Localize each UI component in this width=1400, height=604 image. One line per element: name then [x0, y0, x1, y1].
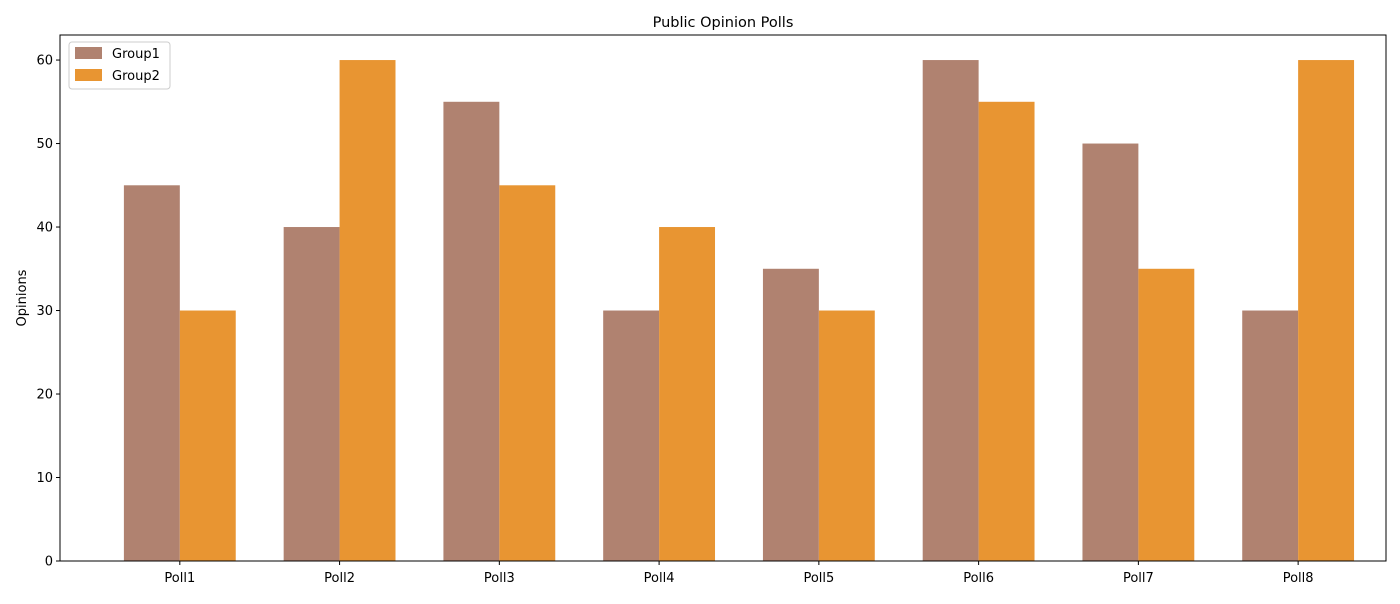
chart-title: Public Opinion Polls — [653, 15, 794, 31]
legend-swatch-group2 — [75, 69, 102, 81]
y-tick-label: 10 — [36, 471, 53, 486]
x-tick-label: Poll1 — [164, 571, 195, 586]
x-axis-ticks: Poll1 Poll2 Poll3 Poll4 Poll5 Poll6 Poll7 Poll8 — [164, 561, 1314, 586]
bar-group1-poll2 — [283, 227, 340, 561]
y-tick-label: 30 — [36, 304, 53, 319]
x-tick-label: Poll7 — [1123, 571, 1154, 586]
bar-group1-poll5 — [762, 268, 819, 561]
legend-label-group1: Group1 — [112, 47, 160, 62]
legend: Group1 Group2 — [68, 41, 171, 90]
bar-group2-poll6 — [978, 101, 1035, 561]
x-tick-label: Poll6 — [963, 571, 994, 586]
bar-group1-poll6 — [922, 60, 979, 562]
x-tick-label: Poll8 — [1283, 571, 1314, 586]
y-tick-label: 40 — [36, 221, 53, 236]
y-axis-ticks: 0 10 20 30 40 50 60 — [36, 54, 60, 570]
y-tick-label: 60 — [36, 54, 53, 69]
bar-group1-poll3 — [443, 101, 500, 561]
y-tick-label: 50 — [36, 137, 53, 152]
bar-group1-poll8 — [1242, 310, 1299, 561]
legend-swatch-group1 — [75, 47, 102, 59]
y-tick-label: 20 — [36, 388, 53, 403]
bar-group2-poll1 — [179, 310, 236, 561]
bar-group1-poll4 — [603, 310, 660, 561]
x-tick-label: Poll4 — [644, 571, 675, 586]
bar-group1-poll7 — [1082, 143, 1139, 562]
bar-group2-poll7 — [1138, 268, 1195, 561]
x-tick-label: Poll3 — [484, 571, 515, 586]
bars-layer — [123, 60, 1355, 562]
x-tick-label: Poll2 — [324, 571, 355, 586]
bar-group2-poll4 — [659, 227, 716, 561]
plot-area-frame — [59, 34, 1387, 562]
y-tick-label: 0 — [45, 555, 53, 570]
bar-group2-poll5 — [818, 310, 875, 561]
legend-label-group2: Group2 — [112, 69, 160, 84]
bar-group2-poll8 — [1298, 60, 1355, 562]
bar-group1-poll1 — [123, 185, 180, 562]
bar-group2-poll3 — [499, 185, 556, 562]
x-tick-label: Poll5 — [803, 571, 834, 586]
y-axis-label: Opinions — [15, 269, 30, 326]
bar-group2-poll2 — [339, 60, 396, 562]
